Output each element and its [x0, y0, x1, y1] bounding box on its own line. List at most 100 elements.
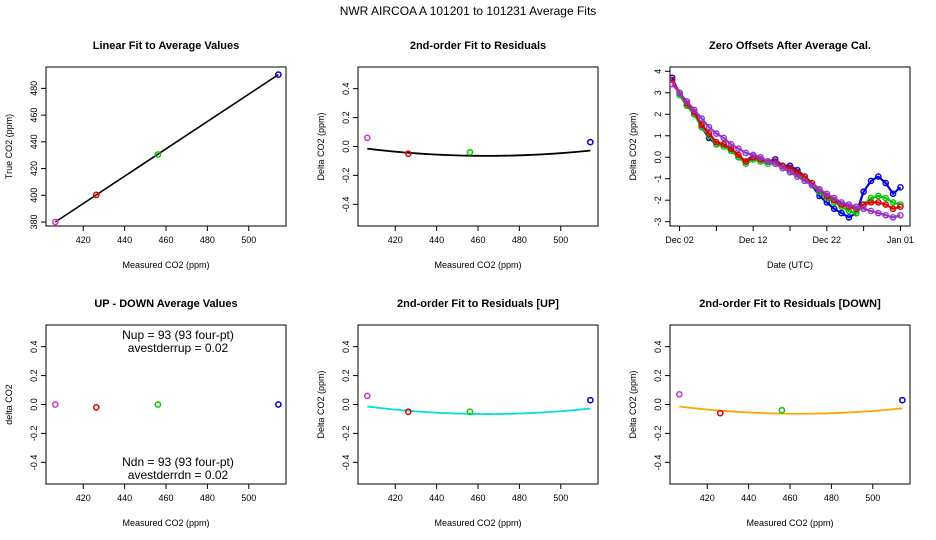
data-point	[466, 148, 474, 156]
x-tick-label: 480	[824, 493, 839, 503]
series-red-point	[889, 205, 897, 213]
series-purple-point	[830, 194, 838, 202]
y-tick-label: -0.2	[341, 426, 351, 442]
series-red-point	[698, 121, 705, 129]
y-tick-label: -0.2	[29, 426, 39, 442]
x-tick-label: 420	[388, 493, 403, 503]
fit-curve	[367, 405, 591, 415]
panel-title: 2nd-order Fit to Residuals	[410, 40, 546, 52]
data-point	[363, 392, 371, 400]
series-red-point	[860, 201, 867, 208]
series-purple-point	[845, 201, 853, 208]
data-point	[778, 406, 786, 414]
series-purple-point	[875, 209, 882, 217]
x-tick-label: 460	[470, 235, 485, 245]
series-blue-point	[823, 199, 831, 206]
x-tick-label: 460	[470, 493, 485, 503]
x-tick-label: 440	[741, 493, 756, 503]
x-axis-label: Measured CO2 (ppm)	[746, 518, 833, 528]
series-blue-point	[860, 188, 867, 195]
data-point	[274, 71, 282, 78]
y-tick-label: 420	[29, 161, 39, 176]
series-red-point	[670, 76, 676, 84]
series-purple-point	[670, 80, 676, 88]
y-tick-label: 0.0	[341, 398, 351, 411]
x-tick-label: 500	[553, 235, 568, 245]
y-axis-label: True CO2 (ppm)	[4, 114, 14, 179]
series-red-point	[720, 141, 728, 148]
y-tick-label: 380	[29, 214, 39, 229]
y-tick-label: 0.0	[653, 398, 663, 411]
series-purple-point	[838, 199, 845, 206]
panel-title: UP - DOWN Average Values	[94, 298, 237, 310]
series-red-point	[801, 173, 809, 180]
y-tick-label: -0.4	[653, 455, 663, 471]
series-purple-point	[757, 153, 764, 161]
x-tick-label: 420	[700, 493, 715, 503]
series-purple-point	[808, 181, 816, 189]
x-tick-label: 440	[429, 235, 444, 245]
annotation-up-count: Nup = 93 (93 four-pt)	[122, 328, 234, 342]
data-point	[716, 409, 724, 417]
y-tick-label: 2	[653, 112, 663, 117]
series-red-point	[735, 151, 742, 159]
panel-title: 2nd-order Fit to Residuals [UP]	[397, 298, 559, 310]
series-purple-point	[749, 151, 757, 159]
series-blue-line	[671, 77, 902, 219]
x-tick-label: 480	[512, 235, 527, 245]
y-tick-label: 480	[29, 81, 39, 96]
series-purple-point	[683, 98, 691, 105]
series-purple-point	[801, 177, 809, 185]
y-tick-label: -1	[653, 175, 663, 183]
x-tick-label: Dec 02	[665, 235, 694, 245]
series-blue-point	[838, 209, 845, 217]
figure-suptitle: NWR AIRCOA A 101201 to 101231 Average Fi…	[340, 4, 597, 18]
series-green-point	[889, 199, 897, 206]
series-purple-point	[867, 207, 875, 215]
y-axis-label: delta CO2	[4, 384, 14, 425]
plot-frame	[357, 66, 599, 227]
y-tick-label: -0.2	[653, 426, 663, 442]
annotation-up-stderr: avestderrup = 0.02	[128, 341, 229, 355]
y-tick-label: -0.4	[29, 455, 39, 471]
x-axis-label: Measured CO2 (ppm)	[434, 518, 521, 528]
series-red-point	[794, 168, 801, 176]
series-purple-point	[860, 205, 867, 213]
x-tick-label: 500	[241, 493, 256, 503]
series-red-point	[897, 203, 904, 210]
y-tick-label: 0.2	[341, 369, 351, 382]
data-point	[586, 138, 594, 146]
x-tick-label: 440	[117, 235, 132, 245]
panels-group: Linear Fit to Average Values 420 440 460 480…	[4, 40, 914, 528]
series-blue-point	[882, 179, 890, 187]
y-tick-label: 1	[653, 133, 663, 138]
series-red-point	[705, 130, 713, 137]
y-axis-label: Delta CO2 (ppm)	[316, 112, 326, 180]
x-tick-label: 480	[200, 235, 215, 245]
panel-2: 2nd-order Fit to Residuals 420 440 460 480 50…	[316, 40, 599, 270]
y-tick-label: 440	[29, 134, 39, 149]
y-tick-label: -0.2	[341, 168, 351, 184]
series-purple-point	[705, 123, 713, 131]
data-point	[363, 134, 371, 142]
panel-1: Linear Fit to Average Values 420 440 460 480…	[4, 40, 287, 270]
panel-5: 2nd-order Fit to Residuals [UP] 420 440 460…	[316, 298, 599, 528]
series-blue-point	[867, 177, 875, 185]
series-red-line	[671, 79, 901, 210]
x-tick-label: 440	[429, 493, 444, 503]
series-purple-point	[764, 158, 772, 165]
y-tick-label: -0.4	[341, 197, 351, 213]
y-tick-label: 0.0	[341, 140, 351, 153]
series-red-point	[786, 164, 794, 172]
y-tick-label: 0.4	[341, 340, 351, 353]
series-purple-point	[794, 173, 801, 180]
panel-4: UP - DOWN Average Values 420 440 460 480 500 -…	[4, 298, 287, 528]
x-axis-label: Measured CO2 (ppm)	[434, 260, 521, 270]
plot-frame	[669, 324, 911, 485]
series-blue-point	[830, 205, 838, 213]
data-point	[51, 218, 59, 226]
series-blue-point	[845, 214, 853, 221]
series-purple-line	[671, 83, 901, 219]
y-axis-label: Delta CO2 (ppm)	[316, 370, 326, 438]
series-purple-point	[852, 203, 860, 210]
